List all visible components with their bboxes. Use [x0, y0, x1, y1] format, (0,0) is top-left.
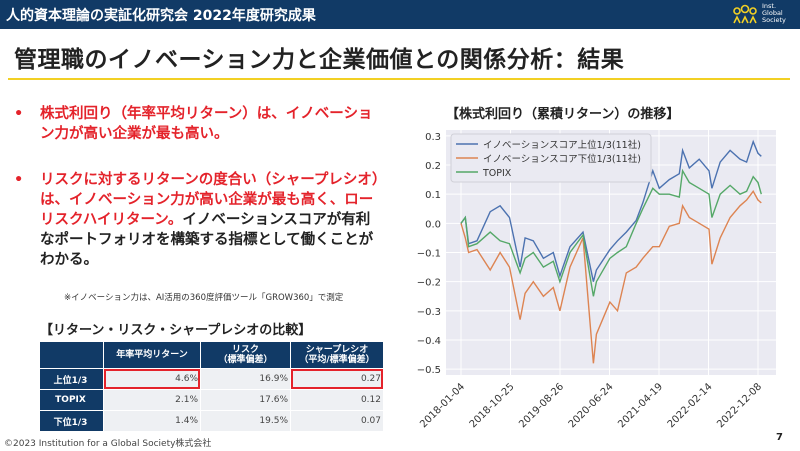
- page-number: 7: [776, 432, 783, 443]
- y-tick-label: −0.1: [417, 249, 441, 260]
- y-tick-label: −0.4: [417, 336, 441, 347]
- x-tick-label: 2018-01-04: [418, 381, 467, 430]
- table-header: リスク （標準偏差）: [201, 342, 290, 368]
- table-cell: 19.5%: [201, 411, 290, 431]
- table-row: TOPIX 2.1% 17.6% 0.12: [40, 390, 383, 410]
- logo-line: Inst.: [762, 2, 777, 10]
- legend-label: TOPIX: [482, 168, 512, 179]
- table-title: 【リターン・リスク・シャープレシオの比較】: [40, 323, 312, 338]
- logo-icon: [733, 4, 757, 24]
- legend-label: イノベーションスコア下位1/3(11社): [483, 153, 641, 165]
- series-line: [460, 190, 762, 364]
- chart-title: 【株式利回り（累積リターン）の推移】: [446, 107, 680, 122]
- x-tick-label: 2022-12-08: [715, 381, 764, 430]
- x-tick-label: 2022-02-14: [666, 381, 715, 430]
- table-cell: 2.1%: [104, 390, 200, 410]
- bullet-2: • リスクに対するリターンの度合い（シャープレシオ）は、イノベーション力が高い企…: [14, 170, 384, 270]
- series-line: [460, 139, 762, 282]
- footnote: ※イノベーション力は、AI活用の360度評価ツール「GROW360」で測定: [64, 293, 344, 303]
- table-cell: 0.07: [291, 411, 383, 431]
- comparison-table: 年率平均リターン リスク （標準偏差） シャープレシオ （平均/標準偏差） 上位…: [39, 341, 384, 432]
- table-cell: 17.6%: [201, 390, 290, 410]
- y-tick-label: −0.3: [417, 307, 441, 318]
- x-tick-label: 2018-10-25: [468, 381, 517, 430]
- table-header-row: 年率平均リターン リスク （標準偏差） シャープレシオ （平均/標準偏差）: [40, 342, 383, 368]
- table-cell: 0.27: [291, 369, 383, 389]
- table-header: シャープレシオ （平均/標準偏差）: [291, 342, 383, 368]
- legend-label: イノベーションスコア上位1/3(11社): [483, 139, 641, 151]
- table-header: [40, 342, 103, 368]
- table-row: 下位1/3 1.4% 19.5% 0.07: [40, 411, 383, 431]
- header-title: 人的資本理論の実証化研究会 2022年度研究成果: [6, 8, 316, 24]
- table-cell: 1.4%: [104, 411, 200, 431]
- bullet-text-red: リスクに対するリターンの度合い（シャープレシオ）は、イノベーション力が高い企業が…: [40, 172, 380, 228]
- table-row: 上位1/3 4.6% 16.9% 0.27: [40, 369, 383, 389]
- bullet-marker: •: [14, 106, 24, 122]
- title-underline: [8, 78, 790, 80]
- bullet-text: イノベーションスコアが有利なポートフォリオを構築する指標として働くことがわかる。: [40, 212, 374, 268]
- logo-line: Society: [762, 16, 786, 24]
- y-tick-label: −0.5: [417, 365, 441, 376]
- y-tick-label: 0.2: [425, 161, 441, 172]
- y-tick-label: 0.3: [425, 132, 441, 143]
- legend: [450, 133, 652, 183]
- series-line: [460, 168, 762, 297]
- header-bar: 人的資本理論の実証化研究会 2022年度研究成果 Inst. Global So…: [0, 0, 800, 29]
- x-tick-label: 2020-06-24: [567, 381, 616, 430]
- bullet-1: • 株式利回り（年率平均リターン）は、イノベーション力が高い企業が最も高い。: [14, 104, 384, 144]
- table-cell: 4.6%: [104, 369, 200, 389]
- x-tick-label: 2019-08-26: [517, 381, 566, 430]
- copyright-footer: ©2023 Institution for a Global Society株式…: [4, 439, 212, 449]
- table-cell: 0.12: [291, 390, 383, 410]
- row-label: TOPIX: [40, 390, 103, 410]
- y-tick-label: 0.0: [425, 219, 441, 230]
- logo-text: Inst. Global Society: [762, 3, 786, 24]
- y-tick-label: 0.1: [425, 190, 441, 201]
- bullet-text-red: 株式利回り（年率平均リターン）は、イノベーション力が高い企業が最も高い。: [40, 106, 373, 142]
- row-label: 下位1/3: [40, 411, 103, 431]
- logo-line: Global: [762, 9, 783, 17]
- page-title: 管理職のイノベーション力と企業価値との関係分析：結果: [14, 47, 625, 73]
- line-chart: 0.3 0.2 0.1 0.0 −0.1 −0.2 −0.3 −0.4 −0.5 2018-01-…: [417, 130, 776, 430]
- bullet-marker: •: [14, 172, 24, 188]
- x-tick-label: 2021-04-19: [616, 381, 665, 430]
- table-header: 年率平均リターン: [104, 342, 200, 368]
- y-tick-label: −0.2: [417, 278, 441, 289]
- row-label: 上位1/3: [40, 369, 103, 389]
- table-cell: 16.9%: [201, 369, 290, 389]
